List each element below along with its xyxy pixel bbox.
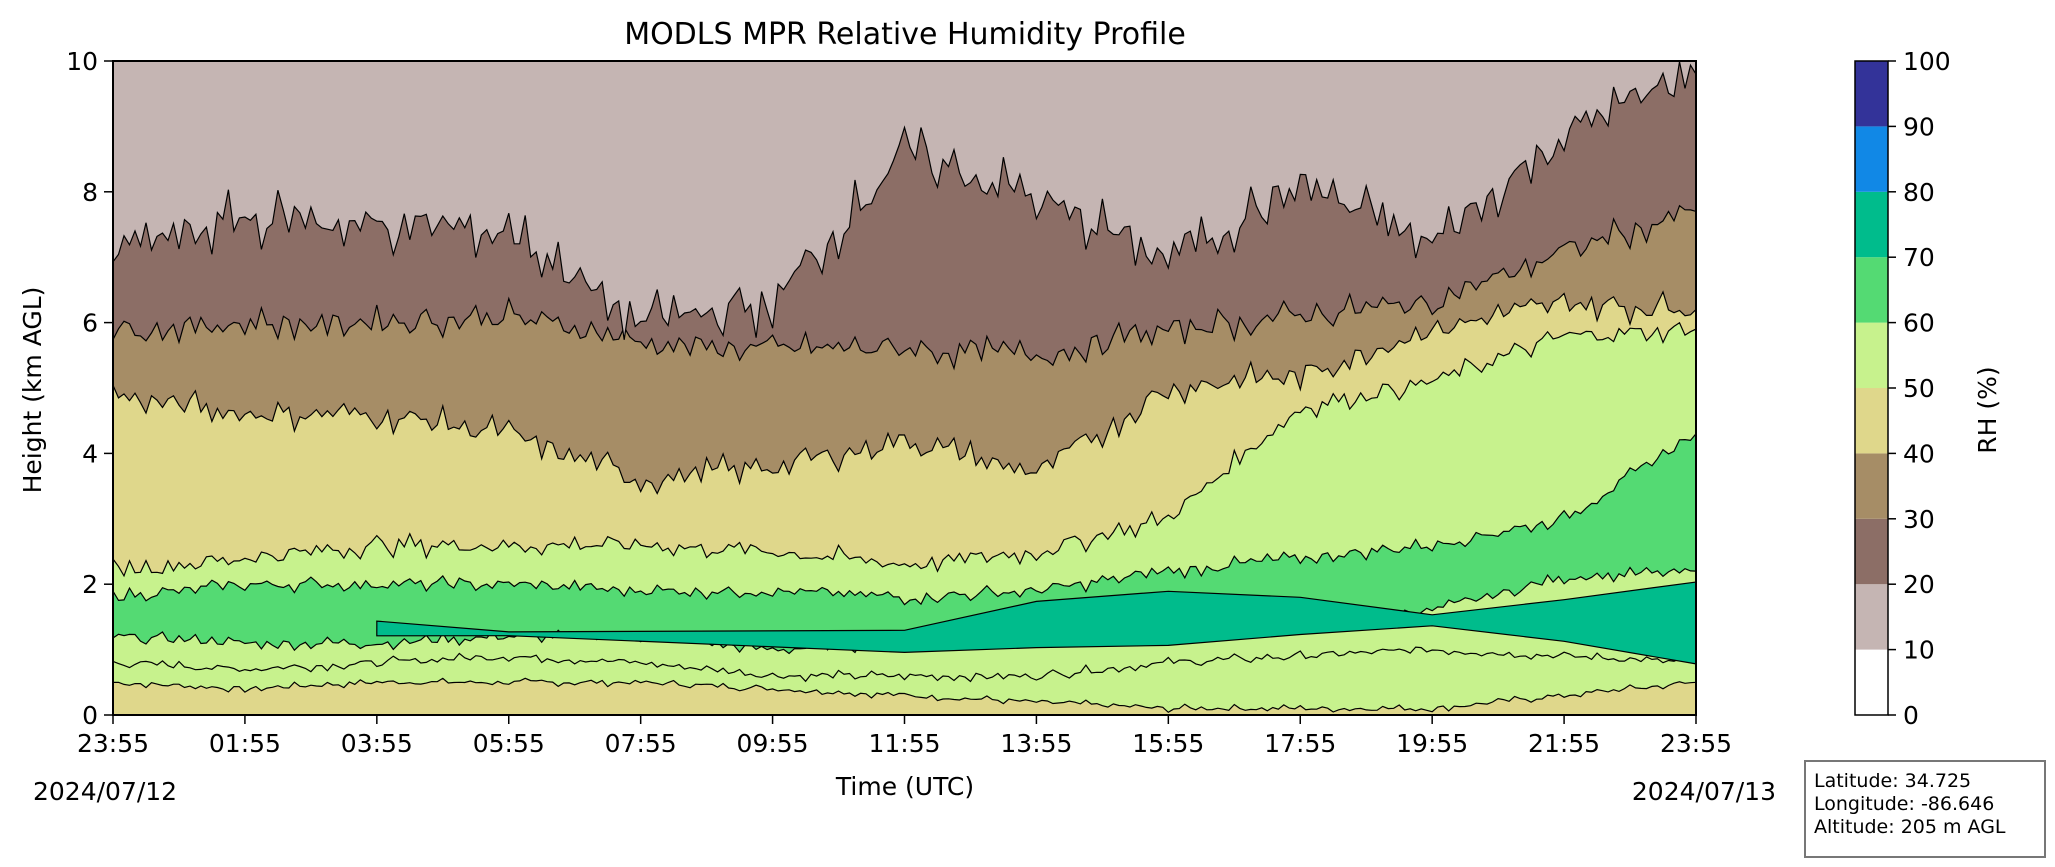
colorbar-segment [1855,518,1888,585]
plot-area [112,60,1697,716]
x-tick-label: 17:55 [1264,729,1336,758]
x-tick-label: 15:55 [1132,729,1204,758]
y-tick-label: 8 [82,178,98,207]
y-tick-label: 10 [66,47,98,76]
colorbar-tick-label: 100 [1903,47,1951,76]
x-tick-label: 21:55 [1528,729,1600,758]
colorbar-segment [1855,191,1888,258]
colorbar-segment [1855,126,1888,192]
colorbar-tick-label: 80 [1903,178,1935,207]
location-info-box: Latitude: 34.725 Longitude: -86.646 Alti… [1804,760,2046,858]
x-tick-label: 01:55 [209,729,281,758]
colorbar-segment [1855,584,1888,650]
latitude-text: Latitude: 34.725 [1814,770,1972,792]
colorbar-segment [1855,322,1888,388]
x-tick-label: 05:55 [473,729,545,758]
colorbar-tick-label: 70 [1903,243,1935,272]
band-10-20 [112,60,1697,340]
x-axis-label: Time (UTC) [835,772,974,801]
x-tick-label: 23:55 [1660,729,1732,758]
colorbar-tick-label: 90 [1903,112,1935,141]
start-date-label: 2024/07/12 [33,777,177,806]
x-tick-label: 09:55 [737,729,809,758]
colorbar-segment [1855,453,1888,519]
x-tick-label: 23:55 [77,729,149,758]
x-tick-label: 07:55 [605,729,677,758]
longitude-text: Longitude: -86.646 [1814,793,1995,815]
colorbar-label: RH (%) [1973,366,2002,453]
y-tick-label: 2 [82,570,98,599]
colorbar: 0 10 20 30 40 50 60 70 80 90 100 [1854,47,1951,730]
y-axis-label: Height (km AGL) [18,287,47,494]
colorbar-tick-label: 50 [1903,374,1935,403]
colorbar-segment [1855,388,1888,454]
x-tick-label: 11:55 [868,729,940,758]
y-tick-label: 6 [82,309,98,338]
colorbar-tick-label: 60 [1903,309,1935,338]
x-axis: 23:55 01:55 03:55 05:55 07:55 09:55 11:55 13:55… [77,715,1732,758]
colorbar-tick-label: 0 [1903,701,1919,730]
x-tick-label: 19:55 [1396,729,1468,758]
colorbar-segment [1855,61,1888,127]
colorbar-tick-label: 10 [1903,636,1935,665]
x-tick-label: 13:55 [1000,729,1072,758]
colorbar-tick-label: 30 [1903,505,1935,534]
colorbar-tick-label: 20 [1903,570,1935,599]
y-tick-label: 4 [82,439,98,468]
chart-title: MODLS MPR Relative Humidity Profile [624,17,1186,52]
x-tick-label: 03:55 [341,729,413,758]
y-tick-label: 0 [82,701,98,730]
altitude-text: Altitude: 205 m AGL [1814,816,2006,838]
y-axis: 0 2 4 6 8 10 [66,47,113,730]
colorbar-tick-label: 40 [1903,439,1935,468]
colorbar-segment [1855,257,1888,323]
end-date-label: 2024/07/13 [1632,777,1776,806]
colorbar-segment [1855,649,1888,715]
